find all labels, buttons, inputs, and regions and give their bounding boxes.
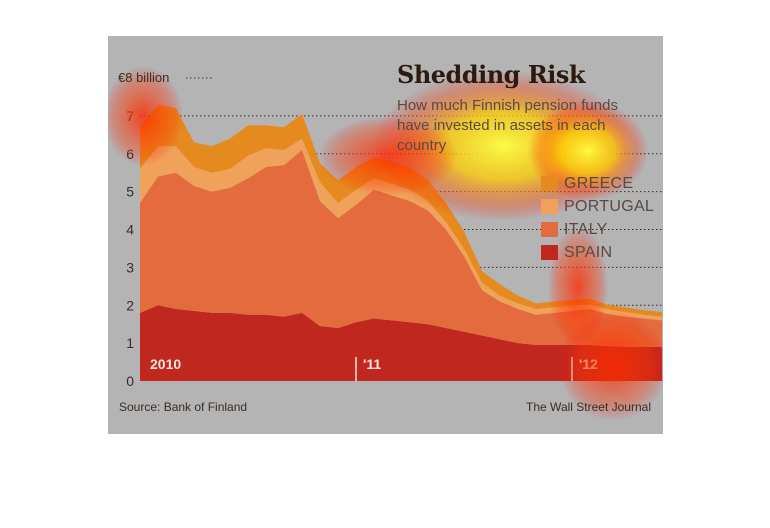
chart-title: Shedding Risk	[397, 60, 586, 89]
y-tick-label-2: 2	[126, 297, 134, 313]
x-tick-label-2: '12	[579, 356, 598, 372]
y-axis-unit-label: €8 billion	[118, 70, 170, 85]
y-tick-label-3: 3	[126, 259, 134, 275]
y-tick-label-0: 0	[126, 373, 134, 389]
legend-label-greece: GREECE	[564, 174, 634, 192]
legend-swatch-portugal	[541, 199, 558, 214]
y-tick-label-5: 5	[126, 184, 134, 200]
y-tick-label-4: 4	[126, 222, 134, 238]
source-note: Source: Bank of Finland	[119, 400, 248, 414]
legend-swatch-greece	[541, 176, 558, 191]
legend-label-italy: ITALY	[564, 220, 608, 238]
legend-item-spain: SPAIN	[541, 241, 654, 264]
x-tick-label-0: 2010	[150, 356, 181, 372]
x-tick-label-1: '11	[363, 356, 381, 372]
legend-label-portugal: PORTUGAL	[564, 197, 655, 215]
legend-label-spain: SPAIN	[564, 243, 613, 261]
area-layer	[140, 104, 662, 381]
legend-item-portugal: PORTUGAL	[541, 195, 654, 218]
area-spain	[140, 305, 662, 381]
legend: GREECE PORTUGAL ITALY SPAIN	[541, 172, 654, 264]
chart-frame: 0 1 2 3 4 5 6 7 2010 '11 '12 €8 billion Shedding R…	[108, 36, 663, 434]
y-tick-label-1: 1	[126, 335, 134, 351]
credit-note: The Wall Street Journal	[526, 400, 651, 414]
y-tick-label-7: 7	[126, 108, 134, 124]
legend-swatch-spain	[541, 245, 558, 260]
area-italy	[140, 149, 662, 347]
legend-swatch-italy	[541, 222, 558, 237]
chart-subtitle: How much Finnish pension funds have inve…	[397, 97, 618, 154]
legend-item-italy: ITALY	[541, 218, 654, 241]
legend-item-greece: GREECE	[541, 172, 654, 195]
y-tick-label-6: 6	[126, 146, 134, 162]
